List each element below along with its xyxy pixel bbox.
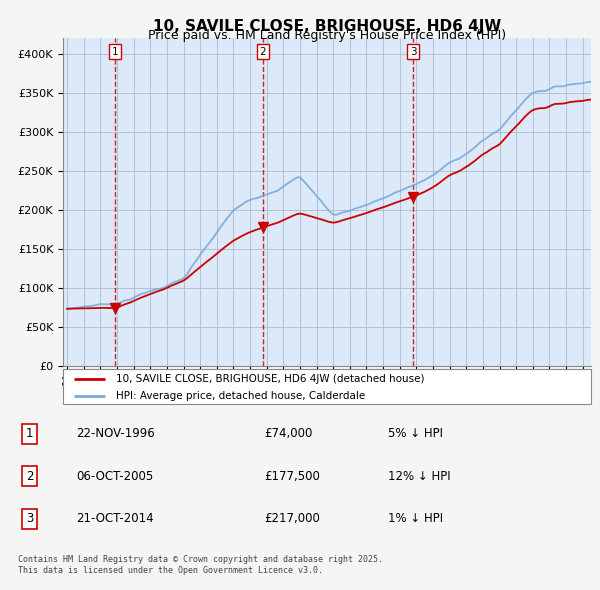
Text: £74,000: £74,000: [265, 427, 313, 441]
Text: £177,500: £177,500: [265, 470, 320, 483]
Text: 5% ↓ HPI: 5% ↓ HPI: [388, 427, 443, 441]
Text: 06-OCT-2005: 06-OCT-2005: [77, 470, 154, 483]
Text: £217,000: £217,000: [265, 512, 320, 526]
Text: Price paid vs. HM Land Registry's House Price Index (HPI): Price paid vs. HM Land Registry's House …: [148, 30, 506, 42]
Text: 1% ↓ HPI: 1% ↓ HPI: [388, 512, 443, 526]
Text: 12% ↓ HPI: 12% ↓ HPI: [388, 470, 451, 483]
Text: 10, SAVILE CLOSE, BRIGHOUSE, HD6 4JW: 10, SAVILE CLOSE, BRIGHOUSE, HD6 4JW: [153, 19, 501, 34]
Text: Contains HM Land Registry data © Crown copyright and database right 2025.
This d: Contains HM Land Registry data © Crown c…: [18, 555, 383, 575]
Text: HPI: Average price, detached house, Calderdale: HPI: Average price, detached house, Cald…: [116, 391, 365, 401]
Text: 3: 3: [26, 512, 33, 526]
FancyBboxPatch shape: [63, 369, 591, 404]
Text: 2: 2: [260, 47, 266, 57]
Text: 1: 1: [26, 427, 33, 441]
Text: 3: 3: [410, 47, 416, 57]
Text: 10, SAVILE CLOSE, BRIGHOUSE, HD6 4JW (detached house): 10, SAVILE CLOSE, BRIGHOUSE, HD6 4JW (de…: [116, 373, 424, 384]
Text: 21-OCT-2014: 21-OCT-2014: [77, 512, 154, 526]
Text: 22-NOV-1996: 22-NOV-1996: [77, 427, 155, 441]
Bar: [63, 38, 67, 366]
Text: 2: 2: [26, 470, 33, 483]
Text: 1: 1: [112, 47, 119, 57]
